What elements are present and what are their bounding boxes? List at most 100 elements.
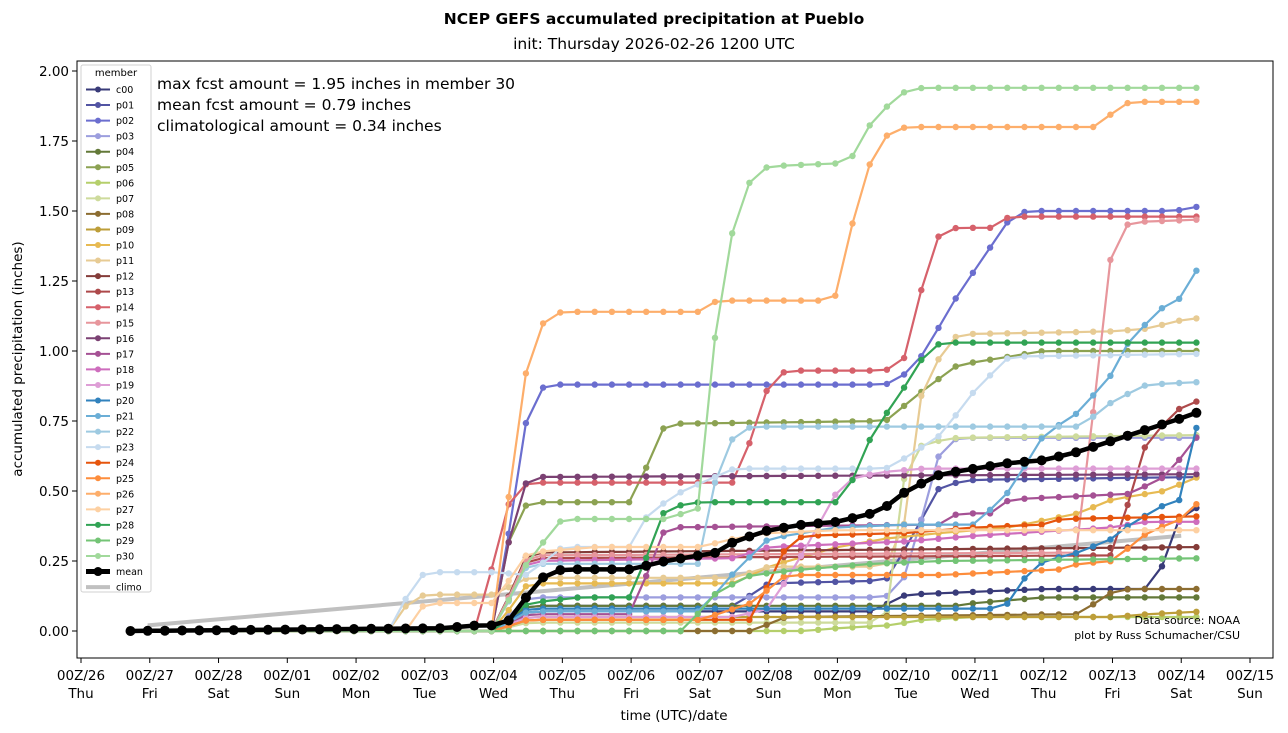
x-tick-label-time: 00Z/04 [470, 668, 518, 684]
data-point-p21 [1107, 372, 1114, 379]
legend-label: p25 [116, 474, 134, 485]
data-point-p15 [591, 551, 598, 559]
data-point-p25 [866, 571, 873, 579]
data-point-p20 [918, 605, 925, 612]
data-point-p21 [1141, 321, 1149, 329]
legend-marker [95, 397, 101, 404]
legend-marker [95, 350, 101, 357]
data-point-p22 [1141, 382, 1149, 389]
legend-item-p28: p28 [86, 520, 134, 531]
data-point-p20 [1090, 543, 1097, 550]
data-point-p06 [763, 627, 770, 635]
data-point-p03 [677, 594, 684, 601]
data-point-p10 [694, 580, 701, 587]
data-point-p08 [1107, 589, 1114, 597]
data-point-p06 [815, 626, 822, 633]
data-point-p05 [815, 418, 822, 426]
data-point-p03 [780, 594, 787, 601]
legend-item-p09: p09 [86, 225, 134, 236]
x-tick-label-day: Fri [142, 686, 158, 702]
data-point-p30 [918, 84, 925, 92]
data-point-c00 [918, 590, 925, 598]
data-point-p25 [729, 606, 736, 613]
data-point-mean [641, 560, 652, 571]
x-tick-label-day: Thu [67, 686, 93, 702]
data-point-mean [194, 625, 205, 636]
data-point-c00 [1158, 563, 1166, 570]
data-point-p29 [522, 627, 530, 635]
legend-marker [95, 490, 101, 497]
data-point-p16 [574, 473, 581, 480]
data-point-p25 [1072, 561, 1080, 568]
data-point-p16 [608, 473, 616, 480]
data-point-p27 [694, 543, 701, 551]
data-point-p15 [1004, 549, 1011, 557]
data-point-p03 [797, 594, 805, 601]
data-point-p30 [1107, 84, 1114, 92]
data-point-p30 [1055, 84, 1063, 92]
data-point-p22 [1090, 413, 1097, 420]
data-point-p28 [625, 594, 633, 601]
data-point-p11 [1072, 328, 1080, 336]
data-point-p16 [1072, 471, 1080, 478]
data-point-p17 [1124, 490, 1131, 498]
data-point-p10 [591, 580, 598, 587]
data-point-p30 [952, 84, 959, 92]
data-point-p19 [918, 465, 925, 472]
data-point-p10 [711, 580, 719, 587]
x-tick-label-time: 00Z/27 [126, 668, 174, 684]
data-point-p06 [883, 622, 891, 629]
data-point-p20 [952, 605, 959, 612]
data-point-p08 [1176, 585, 1183, 593]
x-tick-label-day: Sun [274, 686, 300, 702]
data-point-p30 [780, 162, 787, 169]
data-point-p30 [643, 515, 650, 523]
data-point-p29 [1124, 555, 1131, 563]
data-point-p10 [1158, 488, 1166, 495]
data-point-p27 [1072, 527, 1080, 534]
data-point-p15 [815, 550, 822, 558]
data-point-mean [967, 463, 978, 474]
data-point-p28 [866, 436, 873, 444]
data-point-p14 [677, 479, 684, 486]
data-point-p23 [729, 466, 736, 473]
data-point-p26 [608, 308, 616, 315]
series-p23 [127, 350, 1200, 635]
data-point-p02 [849, 381, 856, 388]
legend-item-p24: p24 [86, 458, 134, 469]
data-point-p02 [625, 381, 633, 388]
data-point-p02 [660, 381, 667, 388]
data-point-c00 [900, 592, 908, 599]
data-point-p04 [1072, 594, 1080, 601]
data-point-p29 [643, 627, 650, 635]
data-point-p28 [832, 499, 839, 506]
data-point-p27 [711, 540, 719, 547]
data-point-p05 [797, 418, 805, 426]
data-point-p12 [1141, 544, 1149, 551]
chart-subtitle: init: Thursday 2026-02-26 1200 UTC [513, 35, 795, 53]
data-point-p20 [763, 605, 770, 612]
data-point-p29 [797, 566, 805, 573]
data-point-p25 [1124, 545, 1131, 552]
data-point-p16 [694, 473, 701, 480]
data-point-p30 [746, 179, 753, 186]
data-point-p03 [729, 594, 736, 601]
data-point-p08 [1141, 585, 1149, 593]
data-point-p05 [746, 419, 753, 426]
data-point-p29 [969, 557, 977, 564]
data-point-p29 [952, 557, 959, 564]
data-point-p30 [1021, 84, 1028, 92]
data-point-p15 [952, 550, 959, 557]
data-point-p14 [1158, 213, 1166, 220]
data-point-mean [658, 556, 669, 567]
data-point-p08 [1090, 601, 1097, 608]
x-tick-label-day: Tue [412, 686, 436, 702]
data-point-p21 [935, 521, 942, 528]
data-point-p26 [729, 297, 736, 304]
legend-marker [95, 506, 101, 513]
series-mean [125, 407, 1202, 636]
legend-item-p29: p29 [86, 536, 134, 547]
data-point-p11 [574, 574, 581, 581]
legend-marker [95, 288, 101, 295]
legend-label: p21 [116, 412, 134, 423]
